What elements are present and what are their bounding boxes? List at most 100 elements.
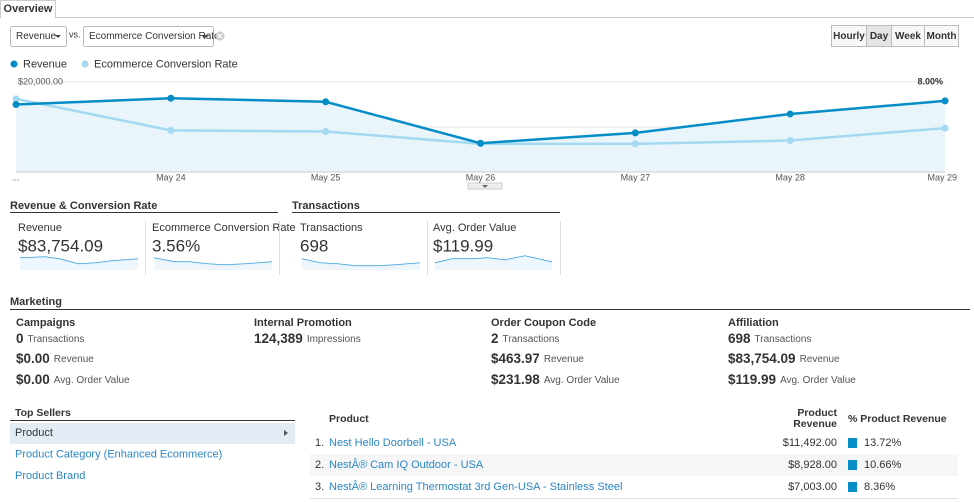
tab-label[interactable]: Overview — [4, 3, 53, 15]
compare-dropdown[interactable] — [83, 26, 214, 47]
metric-label: Revenue — [800, 354, 840, 365]
card-value: 3.56% — [152, 236, 200, 255]
data-point[interactable] — [167, 94, 175, 102]
percent-bar — [848, 460, 857, 470]
line-chart: $20,000.00$10,000.008.00%4.00%...May 24M… — [12, 72, 957, 182]
data-point[interactable] — [12, 95, 20, 103]
section-title: Marketing — [10, 296, 62, 308]
percent-cell: 13.72% — [864, 437, 902, 449]
data-point[interactable] — [322, 128, 330, 135]
section-title: Transactions — [292, 200, 360, 212]
row-number: 2. — [315, 459, 324, 471]
header-line: Product — [797, 407, 837, 419]
metric-label: Avg. Order Value — [780, 375, 856, 386]
percent-cell: 10.66% — [864, 459, 902, 471]
data-point[interactable] — [322, 98, 330, 106]
metric-row: $0.00 Revenue — [16, 351, 94, 366]
sparkline-area — [20, 257, 138, 270]
interval-label[interactable]: Week — [895, 31, 921, 42]
table-row — [310, 476, 958, 498]
column-title: Campaigns — [16, 317, 75, 329]
section-title: Revenue & Conversion Rate — [10, 200, 157, 212]
x-tick-label: May 24 — [156, 172, 186, 182]
product-link[interactable]: NestÂ® Learning Thermostat 3rd Gen-USA -… — [329, 480, 622, 493]
legend-swatch — [10, 60, 18, 68]
x-tick-label: May 25 — [311, 172, 341, 182]
interval-button[interactable] — [924, 25, 959, 47]
metric-label: Revenue — [544, 354, 584, 365]
card-value: 698 — [300, 236, 328, 255]
dropdown-arrow — [55, 35, 61, 38]
data-point[interactable] — [786, 137, 794, 144]
product-link[interactable]: NestÂ® Cam IQ Outdoor - USA — [329, 458, 484, 471]
dropdown-arrow — [202, 35, 208, 38]
interval-label[interactable]: Day — [870, 31, 889, 42]
legend: Revenue Ecommerce Conversion Rate — [10, 58, 238, 70]
data-point[interactable] — [167, 126, 175, 134]
metric-value: 698 — [728, 331, 751, 346]
percent-bar — [848, 482, 857, 492]
handle-arrow — [482, 185, 488, 188]
card-value: $83,754.09 — [18, 236, 103, 255]
column-title: Internal Promotion — [254, 317, 352, 329]
card-value: $119.99 — [433, 236, 493, 255]
seller-option[interactable]: Product Category (Enhanced Ecommerce) — [15, 448, 222, 460]
data-point[interactable] — [941, 97, 949, 105]
percent-cell: 8.36% — [864, 481, 895, 493]
metric-value: $463.97 — [491, 351, 540, 366]
x-tick-label: May 26 — [466, 172, 496, 182]
interval-label[interactable]: Month — [927, 31, 957, 42]
data-point[interactable] — [786, 110, 794, 118]
seller-option[interactable]: Product — [15, 427, 53, 439]
card-label: Ecommerce Conversion Rate — [152, 222, 296, 234]
revenue-cell: $8,928.00 — [788, 459, 837, 471]
card-label: Revenue — [18, 222, 62, 234]
legend-label: Ecommerce Conversion Rate — [94, 58, 238, 70]
seller-option[interactable]: Product Brand — [15, 470, 85, 482]
data-point[interactable] — [12, 101, 20, 108]
card-label: Transactions — [300, 222, 363, 234]
interval-label[interactable]: Hourly — [833, 31, 865, 42]
header-line: Revenue — [793, 418, 837, 430]
data-point[interactable] — [477, 139, 484, 147]
row-number: 3. — [315, 481, 324, 493]
column-title: Order Coupon Code — [491, 317, 596, 329]
area — [16, 98, 945, 172]
table-row — [310, 432, 958, 454]
x-tick-label: May 28 — [775, 172, 805, 182]
metric-row: $0.00 Avg. Order Value — [16, 372, 130, 387]
metric-row: 2 Transactions — [491, 331, 559, 346]
summary: Revenue & Conversion Rate Revenue $83,754.… — [10, 200, 561, 275]
revenue-cell: $11,492.00 — [783, 437, 837, 449]
top-sellers: Top Sellers Product Product Category (Enha… — [10, 407, 295, 482]
metric-row: 698 Transactions — [728, 331, 811, 346]
metric-label: Transactions — [755, 334, 812, 345]
metric-value: 124,389 — [254, 331, 303, 346]
metric-row: 0 Transactions — [16, 331, 84, 346]
data-point[interactable] — [941, 124, 949, 132]
data-point[interactable] — [631, 140, 639, 148]
metric-label[interactable]: Revenue — [16, 31, 56, 42]
sparkline-area — [154, 258, 272, 270]
x-tick-label: May 27 — [621, 172, 651, 182]
header-cell: Product Revenue — [793, 407, 837, 430]
metric-row: $83,754.09 Revenue — [728, 351, 840, 366]
column-title: Affiliation — [728, 317, 779, 329]
data-point[interactable] — [631, 129, 639, 137]
x-tick-label: ... — [12, 172, 20, 182]
metric-dropdown[interactable] — [10, 26, 67, 47]
metric-value: $0.00 — [16, 372, 50, 387]
selected-row — [10, 423, 295, 444]
interval-buttons: Hourly Day Week Month — [831, 25, 959, 47]
y2-tick-label: 8.00% — [917, 76, 943, 86]
remove-icon — [217, 33, 223, 39]
metric-label: Avg. Order Value — [544, 375, 620, 386]
compare-label[interactable]: Ecommerce Conversion Rate — [89, 31, 220, 42]
sparkline-area — [302, 259, 420, 270]
x-tick-label: May 29 — [927, 172, 957, 182]
percent-bar — [848, 438, 857, 448]
product-table: Product Product Revenue% Product Revenue1.… — [310, 407, 958, 499]
product-link[interactable]: Nest Hello Doorbell - USA — [329, 437, 457, 449]
metric-value: $83,754.09 — [728, 351, 796, 366]
